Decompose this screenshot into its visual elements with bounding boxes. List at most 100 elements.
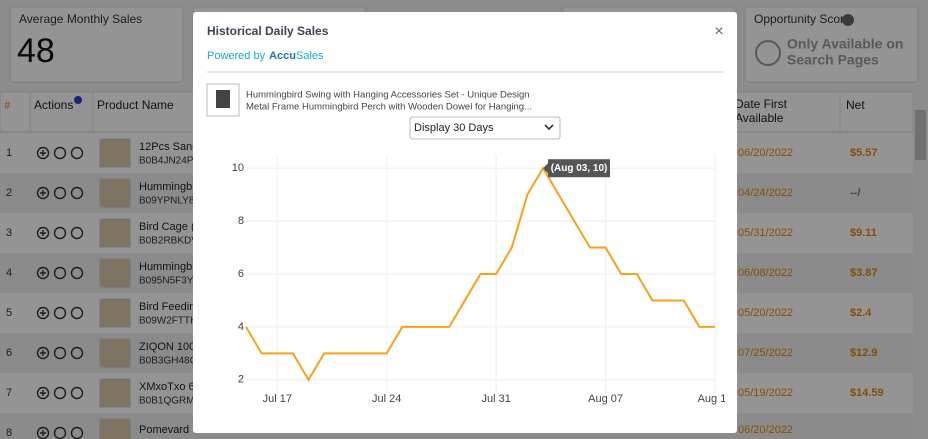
product-thumb	[99, 418, 131, 439]
x-tick-label: Jul 24	[372, 393, 401, 405]
row-asin: B0B1QGRM	[139, 396, 195, 407]
row-name: Pomevard	[139, 424, 189, 436]
scrollbar-thumb[interactable]	[915, 110, 926, 160]
product-thumb	[99, 298, 131, 328]
action-icon[interactable]	[70, 186, 84, 200]
row-date: 05/19/2022	[738, 387, 793, 399]
y-tick-label: 10	[232, 162, 244, 174]
row-name: Bird Feedir	[139, 301, 193, 313]
action-icon[interactable]	[36, 346, 50, 360]
action-icon[interactable]	[36, 386, 50, 400]
row-date: 05/20/2022	[738, 307, 793, 319]
y-tick-label: 8	[238, 215, 244, 227]
card-value: 48	[17, 32, 55, 70]
row-net: $9.11	[850, 227, 877, 239]
x-tick-label: Jul 31	[481, 393, 510, 405]
action-icon[interactable]	[53, 346, 67, 360]
row-net: $5.57	[850, 147, 878, 159]
row-index: 7	[6, 387, 12, 399]
product-thumb	[99, 218, 131, 248]
row-date: 07/25/2022	[738, 347, 793, 359]
action-icon[interactable]	[70, 146, 84, 160]
plus	[40, 350, 46, 356]
row-asin: B09YPNLY8	[139, 196, 195, 207]
action-icon[interactable]	[53, 306, 67, 320]
brand-accu: Accu	[269, 50, 296, 62]
action-icon[interactable]	[70, 266, 84, 280]
header-actions: Actions	[34, 98, 73, 112]
plus	[40, 430, 46, 436]
row-index: 8	[6, 427, 12, 439]
plus	[40, 150, 46, 156]
x-tick-label: Aug 07	[588, 393, 623, 405]
powered-label: Powered by	[207, 50, 266, 62]
row-asin: B095N5F3Y	[139, 276, 194, 287]
row-asin: B0B2RBKDV	[139, 236, 198, 247]
dropdown[interactable]	[409, 116, 561, 140]
tooltip-box	[548, 159, 611, 178]
row-index: 1	[6, 147, 12, 159]
action-icon[interactable]	[70, 226, 84, 240]
dropdown-label: Display 30 Days	[414, 122, 494, 134]
action-icon[interactable]	[36, 226, 50, 240]
modal-box	[193, 12, 737, 433]
modal-title: Historical Daily Sales	[207, 24, 329, 38]
action-icon[interactable]	[70, 306, 84, 320]
y-tick-label: 4	[238, 321, 244, 333]
stat-card	[744, 6, 919, 83]
row-index: 5	[6, 307, 12, 319]
lock-icon	[755, 40, 781, 66]
header-net: Net	[846, 98, 865, 112]
row-index: 3	[6, 227, 12, 239]
card-label: Opportunity Score	[754, 12, 851, 26]
row-asin: B09W2FTTH	[139, 316, 197, 327]
brand-sales: Sales	[296, 50, 324, 62]
plus	[40, 230, 46, 236]
row-asin: B0B3GH48C	[139, 356, 197, 367]
row-date: 06/20/2022	[738, 147, 793, 159]
tooltip-label: (Aug 03, 10)	[551, 163, 608, 174]
card-label: Average Monthly Sales	[19, 12, 142, 26]
action-icon[interactable]	[36, 266, 50, 280]
notice-dot	[74, 96, 82, 104]
product-thumb	[99, 258, 131, 288]
row-index: 4	[6, 267, 12, 279]
row-date: 05/31/2022	[738, 227, 793, 239]
action-icon[interactable]	[70, 386, 84, 400]
modal-close[interactable]: ×	[714, 23, 723, 40]
row-date: 06/08/2022	[738, 267, 793, 279]
help-icon	[842, 14, 854, 26]
action-icon[interactable]	[36, 186, 50, 200]
card-value-text: Search Pages	[787, 52, 879, 68]
x-tick-label: Aug 14	[698, 393, 733, 405]
header-name: Product Name	[97, 98, 174, 112]
row-net: $3.87	[850, 267, 878, 279]
row-date: 04/24/2022	[738, 187, 793, 199]
action-icon[interactable]	[53, 226, 67, 240]
action-icon[interactable]	[53, 386, 67, 400]
powered-by: Powered by AccuSales	[207, 50, 324, 62]
product-thumb	[99, 338, 131, 368]
row-name: XMxoTxo 6	[139, 381, 195, 393]
action-icon[interactable]	[53, 266, 67, 280]
row-net: $12.9	[850, 347, 878, 359]
header-date: Date First	[735, 97, 788, 111]
row-asin: B0B4JN24P	[139, 156, 194, 167]
action-icon[interactable]	[53, 186, 67, 200]
action-icon[interactable]	[36, 306, 50, 320]
product-image-detail	[216, 90, 230, 108]
header-date: Available	[735, 111, 784, 125]
action-icon[interactable]	[36, 146, 50, 160]
product-thumb	[99, 178, 131, 208]
action-icon[interactable]	[53, 146, 67, 160]
plus	[40, 190, 46, 196]
y-tick-label: 2	[238, 374, 244, 386]
tooltip-pointer	[543, 162, 550, 175]
dropdown-caret	[544, 124, 554, 131]
row-name: 12Pcs Sanc	[139, 141, 198, 153]
scrollbar-track	[913, 92, 928, 439]
action-icon[interactable]	[70, 346, 84, 360]
row-name: ZIQON 100	[139, 341, 195, 353]
row-net: $14.59	[850, 387, 884, 399]
